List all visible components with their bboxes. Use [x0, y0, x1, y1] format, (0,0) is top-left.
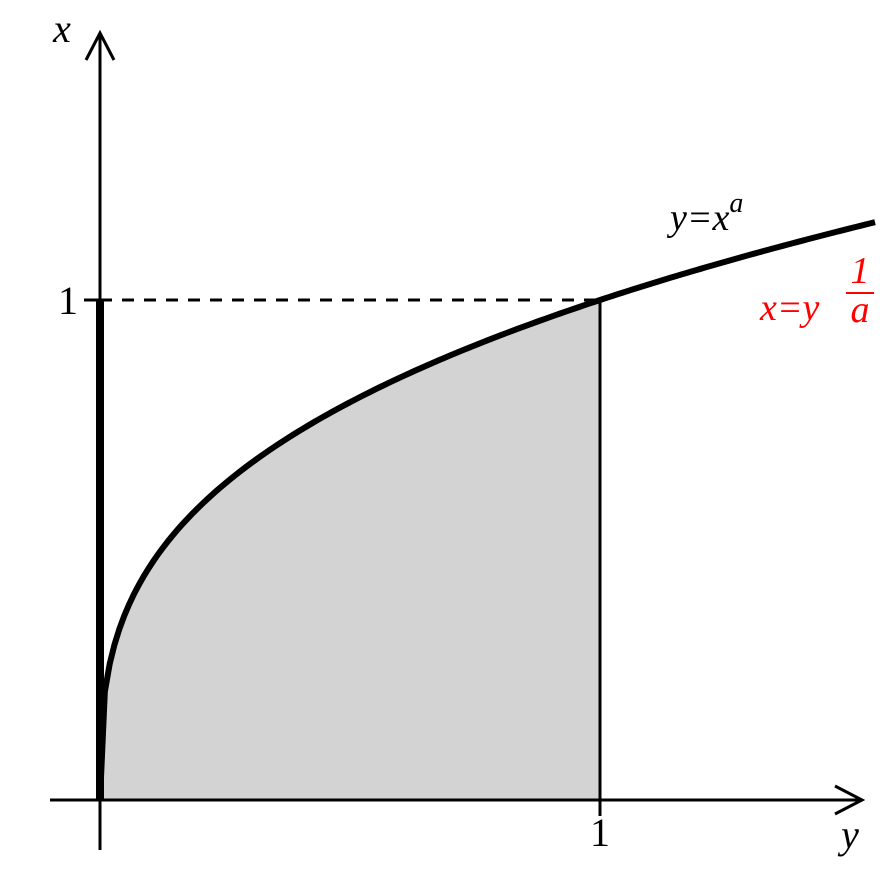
- curve-label-y-eq-x-a: y=xa: [666, 188, 743, 239]
- y-axis-label: x: [52, 6, 71, 51]
- shaded-region: [100, 300, 600, 800]
- x-axis-label: y: [837, 812, 859, 857]
- x-tick-label-1: 1: [590, 810, 610, 855]
- y-tick-label-1: 1: [58, 278, 78, 323]
- curve-label-fraction-numer: 1: [851, 250, 870, 292]
- curve-label-fraction-denom: a: [851, 289, 870, 331]
- curve-label-x-eq-y-1a-base: x=y: [759, 287, 820, 329]
